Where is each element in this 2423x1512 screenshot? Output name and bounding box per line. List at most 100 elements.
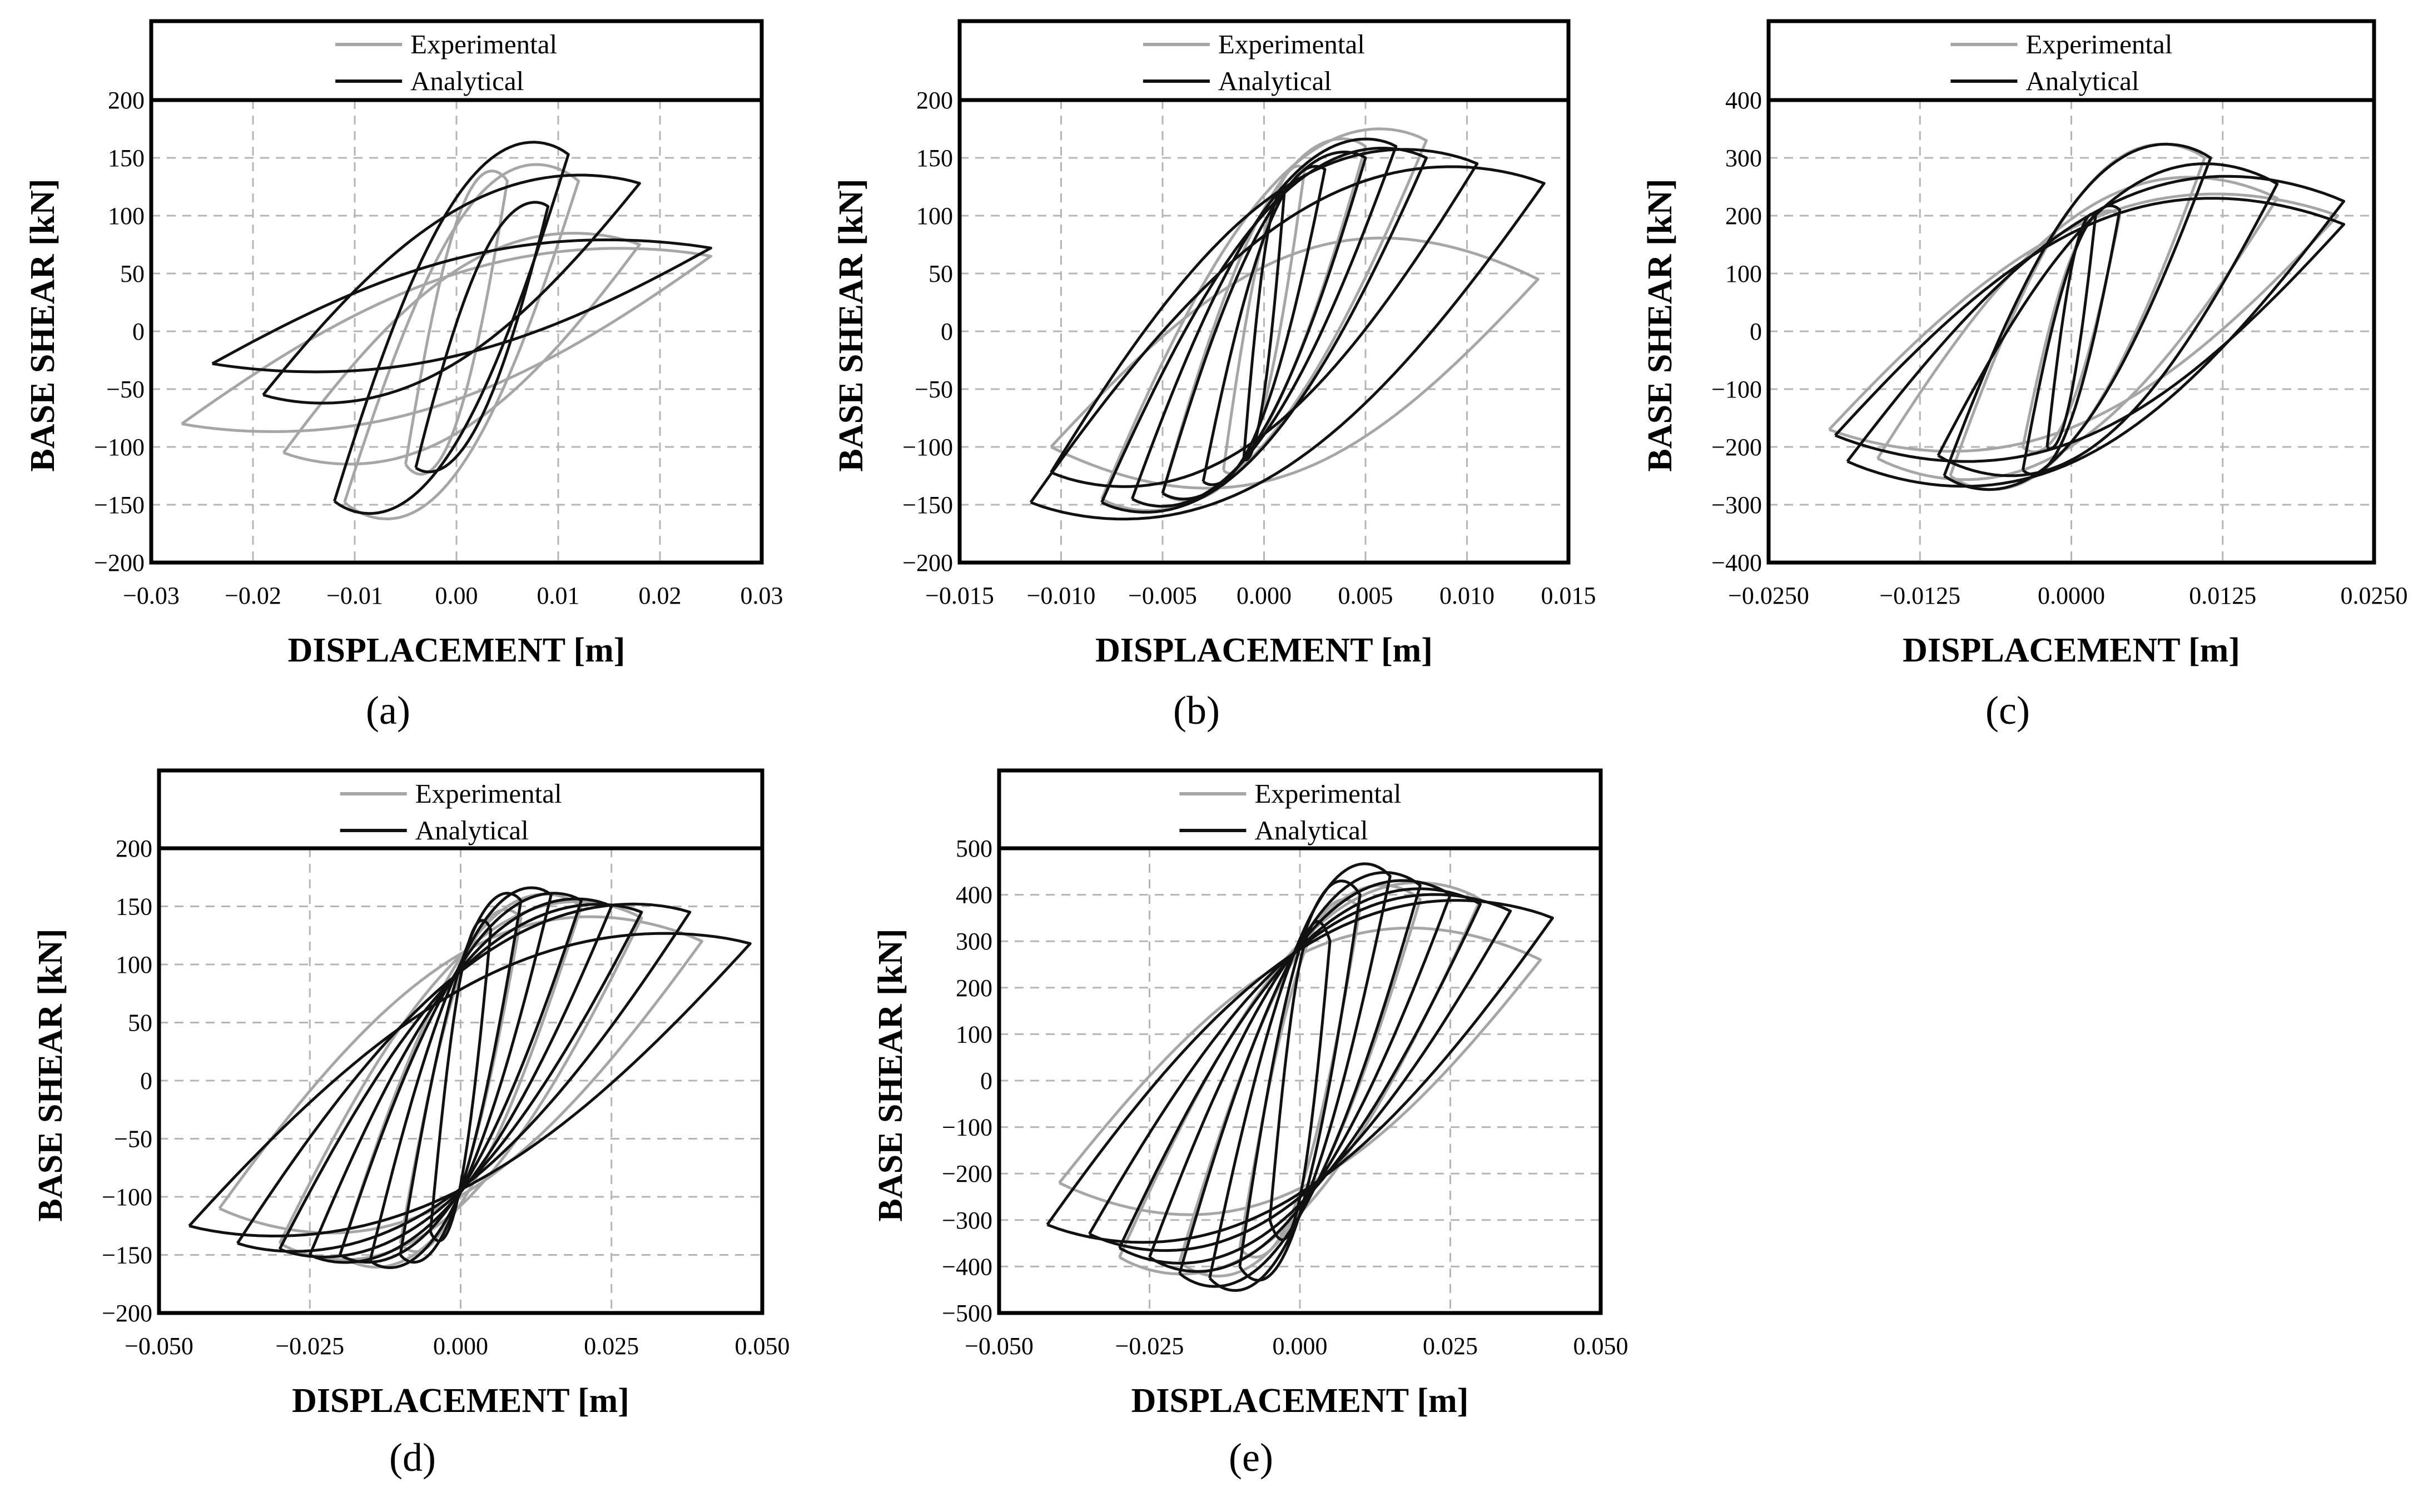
x-tick-label: 0.0000 bbox=[2038, 582, 2105, 609]
x-tick-label: 0.0250 bbox=[2341, 582, 2408, 609]
legend: Experimental Analytical bbox=[1143, 29, 1365, 96]
y-tick-label: 200 bbox=[116, 835, 152, 862]
y-tick-label: 150 bbox=[116, 893, 152, 921]
loop-experimental-1 bbox=[404, 170, 509, 476]
loop-analytical-1 bbox=[414, 201, 550, 474]
y-tick-label: −200 bbox=[902, 549, 953, 576]
x-tick-label: 0.015 bbox=[1541, 582, 1596, 609]
y-tick-label: 100 bbox=[956, 1021, 992, 1048]
y-tick-label: 50 bbox=[128, 1009, 152, 1037]
y-axis-title: BASE SHEAR [kN] bbox=[24, 178, 62, 471]
y-tick-label: −100 bbox=[102, 1183, 152, 1211]
x-tick-label: 0.00 bbox=[435, 582, 478, 609]
y-tick-label: 200 bbox=[1725, 202, 1762, 230]
plot-frame bbox=[997, 768, 1603, 1315]
series-analytical bbox=[211, 141, 712, 515]
plot-frame bbox=[1766, 19, 2376, 565]
loop-analytical-5 bbox=[1846, 175, 2346, 488]
loop-analytical-2 bbox=[2021, 204, 2122, 476]
loop-analytical-4 bbox=[1130, 137, 1398, 508]
y-tick-label: 0 bbox=[941, 318, 953, 345]
legend-label-analytical: Analytical bbox=[415, 815, 529, 845]
x-axis-title: DISPLACEMENT [m] bbox=[1903, 631, 2240, 669]
x-tick-label: 0.03 bbox=[741, 582, 783, 609]
x-tick-label: 0.025 bbox=[584, 1332, 639, 1360]
panel-label-b: (b) bbox=[1173, 688, 1220, 733]
y-tick-label: −200 bbox=[1711, 434, 1762, 461]
loop-analytical-6 bbox=[1834, 197, 2346, 463]
legend-label-analytical: Analytical bbox=[1254, 815, 1368, 845]
y-tick-label: −100 bbox=[942, 1114, 992, 1141]
legend-label-analytical: Analytical bbox=[1218, 66, 1332, 96]
tick-labels: −200 −150 −100 −50 0 50 100 150 200 −0.050 −0.025 0… bbox=[102, 835, 790, 1360]
x-tick-label: −0.03 bbox=[123, 582, 180, 609]
y-tick-label: 100 bbox=[916, 202, 953, 230]
series-analytical bbox=[1834, 142, 2346, 491]
loop-analytical-2 bbox=[333, 141, 570, 515]
gridlines bbox=[999, 848, 1601, 1313]
legend-label-experimental: Experimental bbox=[410, 29, 557, 59]
x-tick-label: −0.0250 bbox=[1728, 582, 1809, 609]
x-tick-label: 0.000 bbox=[433, 1332, 488, 1360]
series-analytical bbox=[188, 886, 752, 1269]
gridlines bbox=[151, 100, 762, 563]
legend-label-experimental: Experimental bbox=[1254, 778, 1401, 809]
plot-frame bbox=[149, 19, 764, 565]
loop-experimental-4 bbox=[1058, 926, 1542, 1216]
plot-frame bbox=[157, 768, 764, 1315]
y-tick-label: 300 bbox=[956, 928, 992, 955]
y-tick-label: −300 bbox=[942, 1207, 992, 1234]
legend: Experimental Analytical bbox=[1950, 29, 2172, 96]
x-tick-label: −0.050 bbox=[965, 1332, 1034, 1360]
loop-analytical-3 bbox=[1208, 862, 1392, 1292]
gridlines bbox=[1769, 100, 2374, 563]
loop-experimental-4 bbox=[1828, 192, 2340, 453]
y-tick-label: −100 bbox=[94, 434, 145, 461]
x-tick-label: −0.015 bbox=[925, 582, 994, 609]
legend: Experimental Analytical bbox=[340, 778, 562, 845]
chart-panel-c: Experimental Analytical −400 −300 −200 −100 0 1… bbox=[1641, 19, 2408, 733]
loop-analytical-1 bbox=[429, 919, 493, 1242]
x-axis-title: DISPLACEMENT [m] bbox=[1095, 631, 1433, 669]
loop-experimental-4 bbox=[218, 915, 703, 1235]
series-analytical bbox=[1029, 137, 1546, 521]
y-tick-label: −200 bbox=[94, 549, 145, 576]
y-tick-label: 0 bbox=[140, 1067, 152, 1095]
legend-label-experimental: Experimental bbox=[2025, 29, 2172, 59]
panel-label-d: (d) bbox=[389, 1435, 436, 1480]
chart-panel-d: Experimental Analytical −200 −150 −100 −50 0 50… bbox=[32, 768, 790, 1480]
y-tick-label: 0 bbox=[132, 318, 145, 345]
loop-analytical-4 bbox=[1178, 871, 1422, 1288]
y-tick-label: 200 bbox=[108, 87, 145, 114]
x-tick-label: −0.025 bbox=[1115, 1332, 1184, 1360]
loop-analytical-2 bbox=[399, 892, 523, 1264]
y-axis-title: BASE SHEAR [kN] bbox=[872, 928, 910, 1221]
legend-label-analytical: Analytical bbox=[410, 66, 524, 96]
tick-labels: −200 −150 −100 −50 0 50 100 150 200 −0.03 −0.02 −0.… bbox=[94, 87, 783, 609]
y-tick-label: 400 bbox=[1725, 87, 1762, 114]
x-tick-label: 0.010 bbox=[1439, 582, 1494, 609]
y-tick-label: −200 bbox=[942, 1160, 992, 1187]
legend: Experimental Analytical bbox=[1179, 778, 1401, 845]
x-tick-label: −0.0125 bbox=[1879, 582, 1960, 609]
y-axis-title: BASE SHEAR [kN] bbox=[32, 928, 69, 1221]
y-tick-label: 0 bbox=[1750, 318, 1762, 345]
loop-analytical-8 bbox=[1046, 899, 1554, 1244]
x-tick-label: −0.025 bbox=[275, 1332, 344, 1360]
loop-experimental-2 bbox=[343, 163, 580, 520]
loop-analytical-2 bbox=[1238, 879, 1362, 1282]
x-tick-label: −0.01 bbox=[326, 582, 383, 609]
x-tick-label: −0.02 bbox=[225, 582, 281, 609]
loop-analytical-4 bbox=[211, 238, 712, 374]
x-tick-label: 0.000 bbox=[1237, 582, 1292, 609]
loop-analytical-7 bbox=[1088, 893, 1512, 1252]
loop-experimental-4 bbox=[181, 247, 712, 433]
loop-analytical-6 bbox=[278, 903, 643, 1259]
y-tick-label: −300 bbox=[1711, 491, 1762, 519]
y-tick-label: −100 bbox=[902, 434, 953, 461]
panel-label-c: (c) bbox=[1985, 688, 2030, 733]
gridlines bbox=[159, 848, 762, 1313]
loop-analytical-5 bbox=[1100, 147, 1428, 514]
y-tick-label: 200 bbox=[916, 87, 953, 114]
